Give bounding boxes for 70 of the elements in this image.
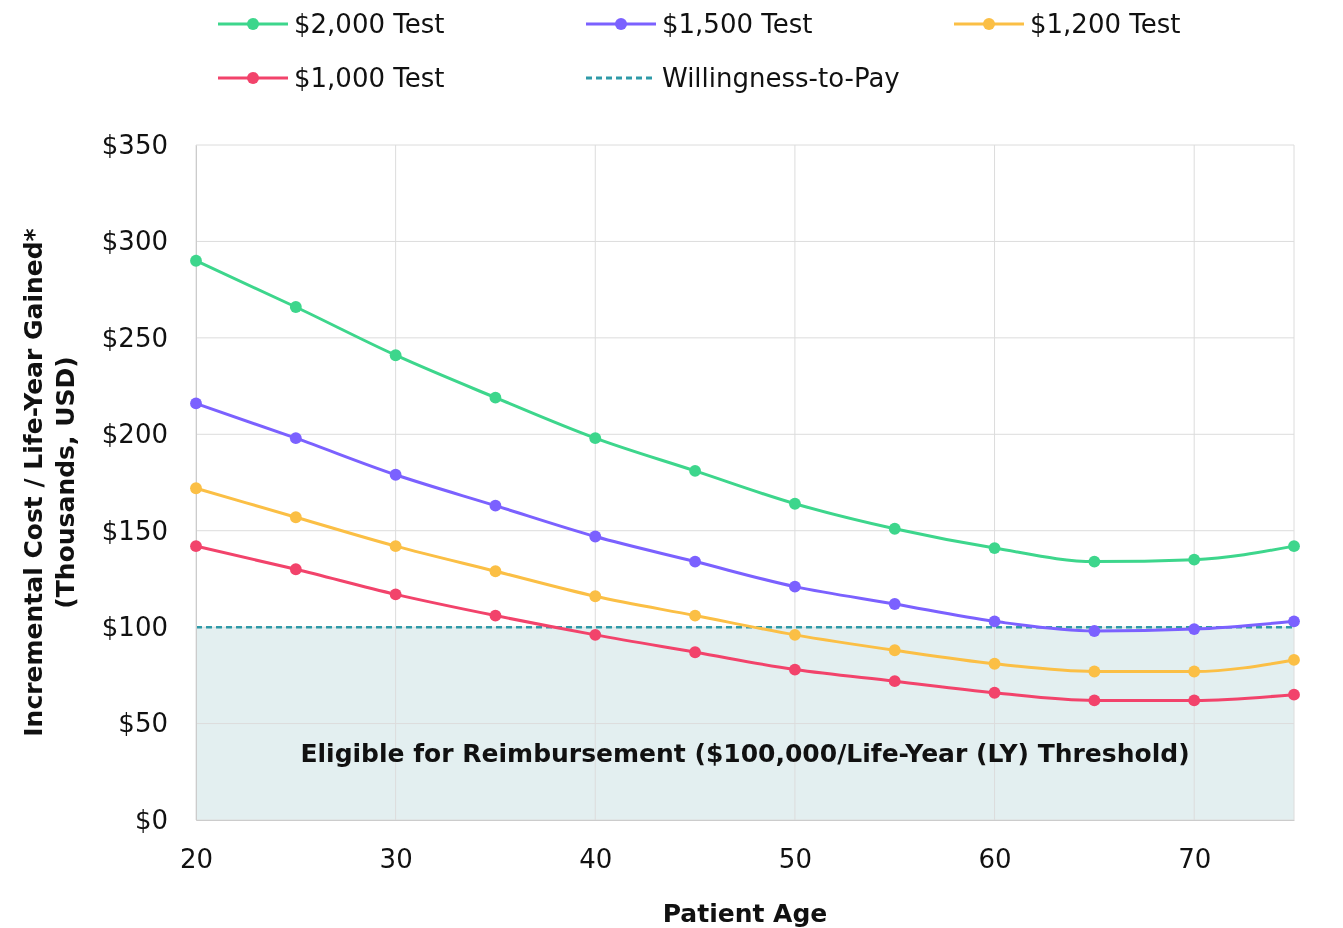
point <box>689 555 702 568</box>
point <box>1288 615 1300 628</box>
point <box>1088 694 1101 707</box>
x-tick-label: 20 <box>179 844 214 875</box>
point <box>489 499 502 512</box>
point <box>589 432 602 445</box>
point <box>1188 665 1201 678</box>
point <box>190 254 202 267</box>
point <box>1288 688 1300 701</box>
point <box>190 397 202 410</box>
point <box>988 686 1001 699</box>
point <box>1088 665 1101 678</box>
band-label: Eligible for Reimbursement ($100,000/Life-Year (LY) Threshold) <box>300 739 1190 769</box>
point <box>589 628 602 641</box>
legend-label: Willingness-to-Pay <box>662 63 900 93</box>
point <box>988 542 1001 554</box>
legend-label: $2,000 Test <box>294 9 445 39</box>
y-tick-label: $100 <box>101 611 168 642</box>
point <box>289 511 302 524</box>
point <box>289 301 302 313</box>
point <box>788 497 801 510</box>
point <box>689 646 702 659</box>
point <box>489 391 502 404</box>
y-axis-title: Incremental Cost / Life-Year Gained* (Thousands, USD) <box>19 228 80 737</box>
point <box>1088 555 1101 568</box>
point <box>389 588 402 601</box>
point <box>389 468 402 481</box>
point <box>888 522 901 535</box>
point <box>190 540 202 553</box>
y-tick-label: $0 <box>134 804 168 835</box>
y-tick-label: $50 <box>118 708 168 739</box>
point <box>389 349 402 362</box>
point <box>1288 540 1300 553</box>
point <box>1288 654 1300 666</box>
point <box>389 540 402 553</box>
point <box>1188 553 1201 566</box>
point <box>888 675 901 688</box>
x-axis-title: Patient Age <box>662 899 828 928</box>
point <box>589 530 602 543</box>
legend-label: $1,200 Test <box>1030 9 1181 39</box>
point <box>888 644 901 657</box>
y-tick-label: $300 <box>101 226 168 257</box>
y-tick-label: $150 <box>101 515 168 546</box>
point <box>788 580 801 593</box>
legend-label: $1,000 Test <box>294 63 445 93</box>
y-tick-label: $250 <box>101 322 168 353</box>
x-tick-label: 70 <box>1178 844 1212 875</box>
point <box>788 663 801 676</box>
point <box>589 590 602 603</box>
point <box>988 657 1001 670</box>
point <box>489 565 502 578</box>
x-tick-label: 30 <box>379 844 413 875</box>
point <box>988 615 1001 628</box>
point <box>689 465 702 477</box>
point <box>1188 694 1201 707</box>
point <box>1088 625 1101 637</box>
point <box>190 482 202 495</box>
point <box>289 432 302 445</box>
y-tick-label: $350 <box>101 129 168 160</box>
point <box>289 563 302 576</box>
point <box>489 609 502 622</box>
point <box>788 628 801 641</box>
y-tick-label: $200 <box>101 419 168 450</box>
point <box>689 609 702 622</box>
x-tick-label: 40 <box>579 844 613 875</box>
point <box>1188 623 1201 635</box>
x-tick-label: 60 <box>978 844 1012 875</box>
x-tick-label: 50 <box>778 844 812 875</box>
legend-label: $1,500 Test <box>662 9 813 39</box>
point <box>888 598 901 610</box>
